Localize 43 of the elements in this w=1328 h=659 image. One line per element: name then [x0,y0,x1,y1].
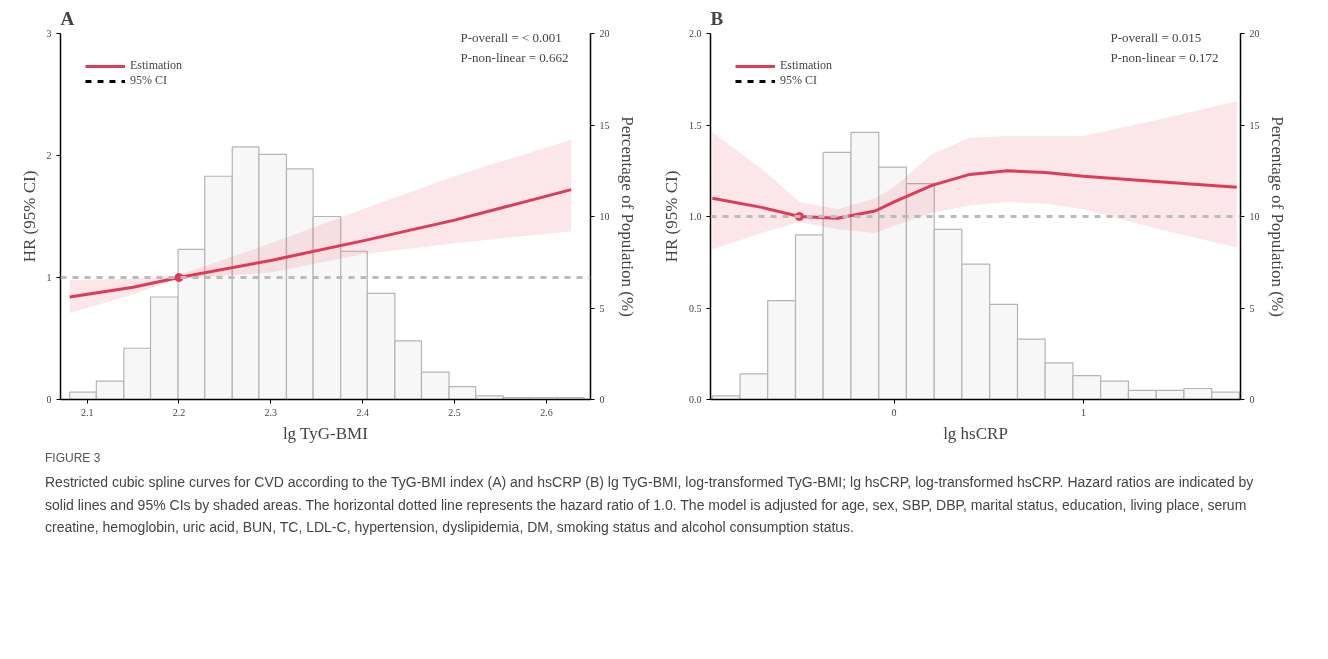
x-axis-title: lg hsCRP [943,423,1008,443]
x-tick-label: 2.6 [540,406,553,418]
y2-tick-label: 5 [599,302,605,314]
x-tick-label: 2.1 [80,406,94,418]
y-tick-label: 0 [46,394,52,405]
x-tick-label: 2.5 [448,406,461,418]
chart-title: B [710,7,724,29]
y-tick-label: 2.0 [689,28,702,39]
y2-tick-label: 10 [1249,211,1260,222]
y2-tick-label: 5 [1249,302,1255,314]
y-tick-label: 1.5 [689,119,702,131]
y-axis-title: HR (95% CI) [19,170,39,263]
x-tick-label: 2.4 [356,406,369,418]
y-tick-label: 2 [46,150,52,161]
y2-tick-label: 0 [1249,394,1255,405]
y2-tick-label: 20 [599,28,610,39]
y2-tick-label: 15 [1249,119,1260,131]
y-tick-label: 1.0 [689,211,702,222]
y-tick-label: 1 [46,272,52,283]
annotation: P-non-linear = 0.662 [460,49,569,65]
legend-label: 95% CI [780,73,817,88]
y2-axis-title: Percentage of Population (%) [617,116,637,317]
legend-label: 95% CI [130,73,167,88]
x-axis-title: lg TyG-BMI [282,423,369,443]
chart-title: A [60,7,75,29]
y-tick-label: 0.5 [689,302,702,314]
x-tick-label: 2.2 [172,406,186,418]
text: Restricted cubic spline curves for CVD according to the TyG-BMI index (A) and hsCRP (B) lg TyG-BMI, log-transformed TyG-BMI; lg hsCRP, log-transformed hsCRP. Hazard ratios are indicated by solid lines and 95% CIs by shaded areas. The horizontal dotted line represents the hazard ratio of 1.0. The model is adjusted for age, sex, SBP, DBP, marital status, education, living place, serum creatine, hemoglobin, uric acid, BUN, TC, LDL-C, hypertension, dyslipidemia, DM, smoking status and alcohol consumption status. [45,473,1255,537]
x-tick-label: 2.3 [264,406,278,418]
y-axis-title: HR (95% CI) [662,170,681,263]
y2-tick-label: 0 [599,394,605,405]
y2-tick-label: 10 [599,211,610,222]
y2-axis-title: Percentage of Population (%) [1267,116,1287,317]
y2-tick-label: 15 [599,119,610,131]
legend-label: Estimation [130,58,182,73]
legend-label: Estimation [780,58,832,73]
x-tick-label: 0 [891,406,897,418]
y2-tick-label: 20 [1249,28,1260,39]
y-tick-label: 0.0 [689,394,702,405]
y-tick-label: 3 [46,28,52,39]
caption: FIGURE 3 [45,450,102,467]
annotation: P-non-linear = 0.172 [1110,49,1219,65]
x-tick-label: 1 [1080,406,1086,418]
